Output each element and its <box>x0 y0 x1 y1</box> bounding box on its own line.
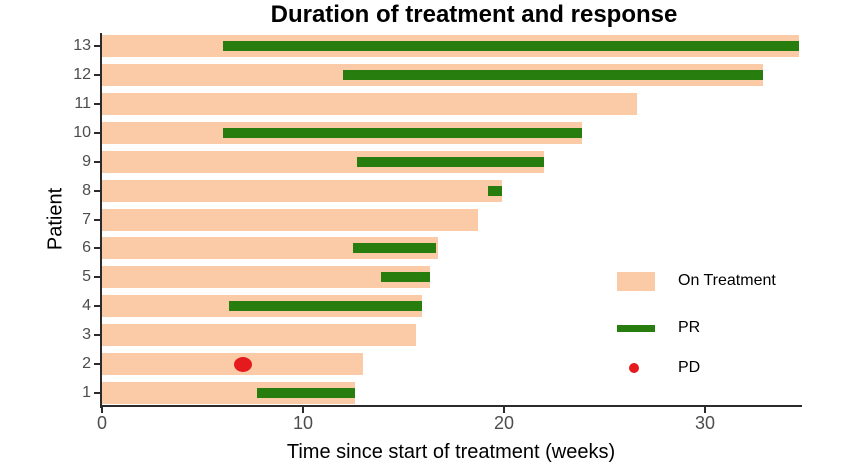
y-tick-mark <box>94 276 100 279</box>
x-axis-line <box>100 405 802 407</box>
treatment-bar <box>102 179 502 202</box>
treatment-bar <box>102 150 545 173</box>
pr-segment <box>343 69 764 80</box>
plot-panel <box>102 33 800 406</box>
y-tick-mark <box>94 392 100 395</box>
y-tick-label: 10 <box>73 123 91 141</box>
treatment-bar <box>102 92 637 115</box>
y-tick-label: 1 <box>82 384 91 402</box>
legend-label: PR <box>678 319 701 336</box>
treatment-bar <box>102 382 356 405</box>
x-tick-label: 10 <box>292 413 314 433</box>
x-tick-mark <box>101 407 103 413</box>
y-tick-mark <box>94 363 100 366</box>
y-tick-label: 11 <box>74 94 91 112</box>
y-tick-label: 9 <box>82 152 91 170</box>
y-tick-mark <box>94 305 100 308</box>
x-tick-mark <box>704 407 706 413</box>
y-tick-label: 12 <box>73 65 91 83</box>
y-tick-mark <box>94 73 100 76</box>
legend-label: PD <box>678 359 701 376</box>
pr-segment <box>222 127 583 138</box>
y-tick-label: 5 <box>82 268 91 286</box>
legend-label: On Treatment <box>678 272 776 289</box>
y-tick-label: 3 <box>82 326 91 344</box>
y-tick-label: 8 <box>82 181 91 199</box>
pr-segment <box>256 388 356 399</box>
y-tick-mark <box>94 218 100 221</box>
y-tick-mark <box>94 102 100 105</box>
y-tick-mark <box>94 334 100 337</box>
x-tick-mark <box>503 407 505 413</box>
y-tick-label: 4 <box>82 297 91 315</box>
y-tick-mark <box>94 160 100 163</box>
legend-swatch-on-treatment <box>617 272 655 291</box>
x-tick-label: 30 <box>694 413 716 433</box>
y-tick-label: 6 <box>82 239 91 257</box>
treatment-bar <box>102 324 416 347</box>
pr-segment <box>228 301 422 312</box>
y-tick-label: 13 <box>73 37 91 54</box>
x-axis-title: Time since start of treatment (weeks) <box>286 441 616 463</box>
y-tick-mark <box>94 189 100 192</box>
y-tick-label: 7 <box>82 210 91 228</box>
y-tick-label: 2 <box>82 355 91 373</box>
pr-segment <box>487 185 502 196</box>
treatment-bar <box>102 353 364 376</box>
treatment-bar <box>102 237 438 260</box>
pr-segment <box>381 272 430 283</box>
legend-swatch-pd <box>629 363 639 373</box>
y-tick-mark <box>94 131 100 134</box>
x-tick-mark <box>302 407 304 413</box>
x-tick-label: 0 <box>96 413 107 433</box>
y-tick-mark <box>94 45 100 47</box>
pd-marker <box>233 356 252 372</box>
pr-segment <box>222 41 800 51</box>
treatment-bar <box>102 208 478 231</box>
y-axis-line <box>100 33 102 408</box>
x-tick-label: 20 <box>493 413 515 433</box>
legend-swatch-pr <box>617 325 655 332</box>
treatment-bar <box>102 266 430 289</box>
pr-segment <box>357 156 545 167</box>
chart-title: Duration of treatment and response <box>270 1 678 28</box>
pr-segment <box>353 243 436 254</box>
y-tick-mark <box>94 247 100 250</box>
